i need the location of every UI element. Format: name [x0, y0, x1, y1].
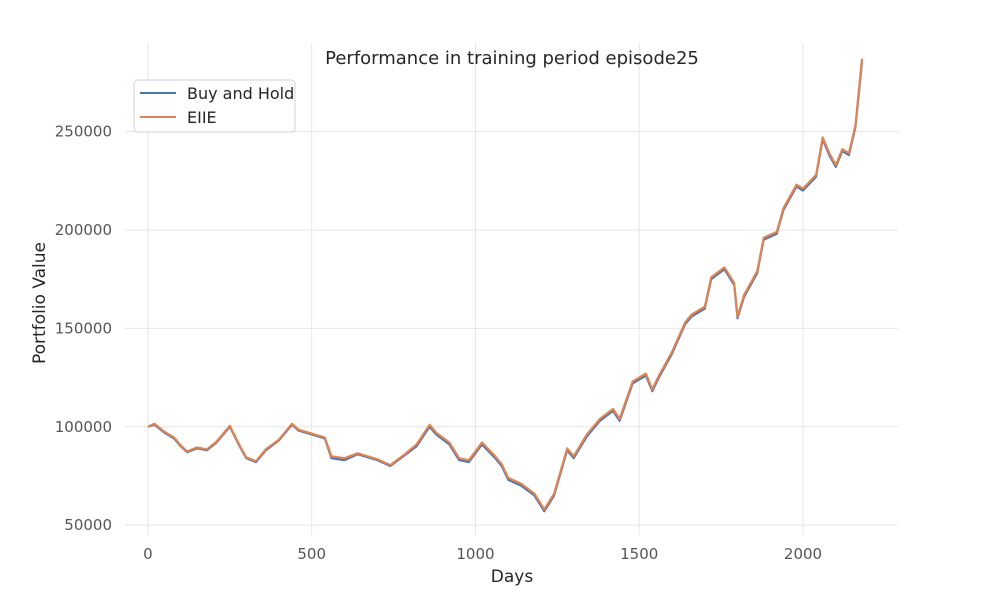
- x-tick-label: 1500: [620, 545, 658, 563]
- x-tick-label: 1000: [456, 545, 494, 563]
- series-layer: [147, 58, 864, 513]
- x-axis-label: Days: [491, 567, 534, 587]
- y-tick-label: 100000: [55, 418, 112, 436]
- series-line-eiie: [147, 58, 864, 511]
- y-tick-label: 250000: [55, 123, 112, 141]
- x-tick-label: 500: [297, 545, 326, 563]
- legend-label-eiie: EIIE: [187, 108, 217, 127]
- grid: [125, 43, 898, 535]
- y-axis-label: Portfolio Value: [30, 242, 50, 364]
- x-tick-label: 0: [143, 545, 153, 563]
- y-tick-label: 50000: [64, 516, 112, 534]
- legend: Buy and Hold EIIE: [133, 79, 296, 133]
- y-tick-labels: 50000 100000 150000 200000 250000: [55, 123, 112, 535]
- y-tick-label: 150000: [55, 319, 112, 337]
- chart-title: Performance in training period episode25: [325, 48, 699, 69]
- x-tick-label: 2000: [784, 545, 822, 563]
- x-tick-labels: 0 500 1000 1500 2000: [143, 545, 822, 563]
- legend-label-buy-and-hold: Buy and Hold: [187, 84, 294, 103]
- y-tick-label: 200000: [55, 221, 112, 239]
